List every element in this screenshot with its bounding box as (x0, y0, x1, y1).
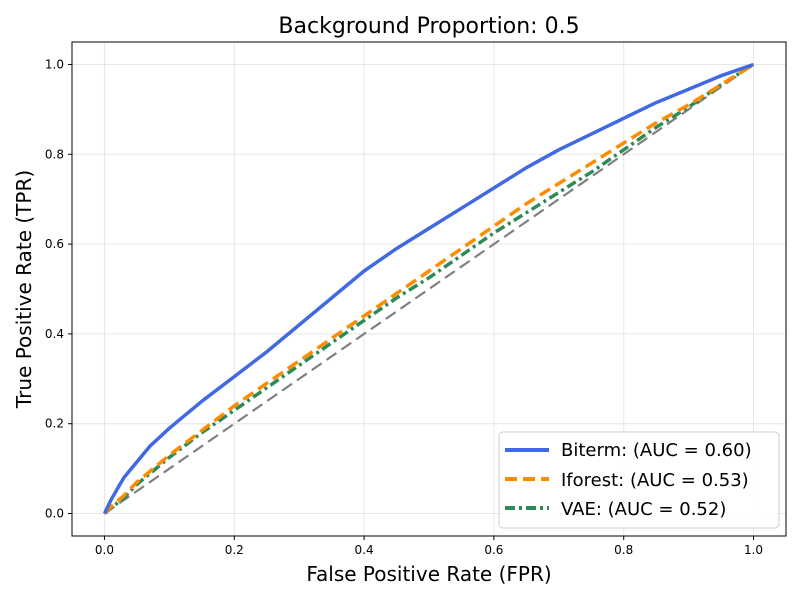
legend: Biterm: (AUC = 0.60) Iforest: (AUC = 0.5… (498, 431, 780, 529)
legend-label-vae: VAE: (AUC = 0.52) (561, 499, 726, 520)
legend-label-iforest: Iforest: (AUC = 0.53) (561, 470, 749, 491)
legend-label-biterm: Biterm: (AUC = 0.60) (561, 440, 752, 461)
y-tick-label-4: 0.8 (45, 147, 64, 161)
x-tick-label-5: 1.0 (744, 543, 763, 557)
y-tick-label-3: 0.6 (45, 237, 64, 251)
series-line-random (103, 63, 755, 515)
x-tick-label-3: 0.6 (484, 543, 503, 557)
series-line-vae (103, 63, 755, 515)
series-line-iforest (103, 63, 755, 515)
grid (72, 42, 786, 536)
x-tick-label-0: 0.0 (95, 543, 114, 557)
legend-box (498, 431, 780, 529)
series-line-biterm (102, 62, 755, 515)
series-layer (102, 62, 755, 515)
plot-frame (71, 41, 787, 537)
x-axis-label: False Positive Rate (FPR) (306, 562, 551, 586)
x-tick-label-1: 0.2 (225, 543, 244, 557)
y-axis-label: True Positive Rate (TPR) (12, 170, 36, 409)
y-tick-label-1: 0.2 (45, 417, 64, 431)
chart-title: Background Proportion: 0.5 (278, 14, 579, 39)
tick-layer: 0.0 0.2 0.4 0.6 0.8 1.0 0.0 0.2 0.4 0.6 0.8 1.0 (45, 57, 763, 557)
y-tick-label-2: 0.4 (45, 327, 64, 341)
x-tick-label-4: 0.8 (614, 543, 633, 557)
y-tick-label-0: 0.0 (45, 507, 64, 521)
x-tick-label-2: 0.4 (355, 543, 374, 557)
y-tick-label-5: 1.0 (45, 57, 64, 71)
